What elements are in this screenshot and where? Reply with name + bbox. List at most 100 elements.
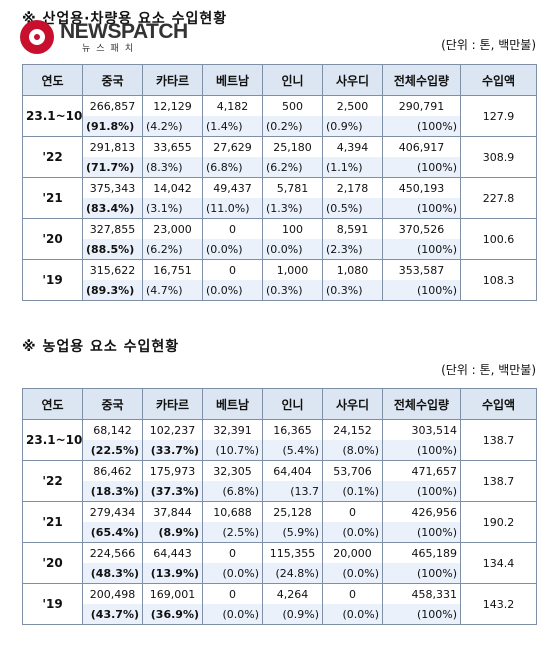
share-cell: (6.8%)	[202, 157, 263, 178]
column-header: 전체수입량	[382, 64, 461, 96]
share-cell: (24.8%)	[262, 563, 323, 584]
agricultural-import-table: 연도 중국 카타르 베트남 인니 사우디 전체수입량 수입액 23.1~10 68,142 102…	[22, 388, 537, 625]
section2-title: ※ 농업용 요소 수입현황	[22, 339, 180, 355]
share-cell: (88.5%)	[82, 239, 143, 260]
volume-cell: 327,855	[82, 218, 143, 239]
share-cell: (33.7%)	[142, 440, 203, 461]
year-cell: '20	[22, 542, 83, 584]
share-cell: (36.9%)	[142, 604, 203, 625]
share-cell: (1.4%)	[202, 116, 263, 137]
volume-cell: 279,434	[82, 501, 143, 522]
share-cell: (11.0%)	[202, 198, 263, 219]
volume-cell: 175,973	[142, 460, 203, 481]
share-cell: (100%)	[382, 522, 461, 543]
section1-title: ※ 산업용·차량용 요소 수입현황	[22, 11, 228, 27]
volume-cell: 23,000	[142, 218, 203, 239]
table-row: '20 327,855 23,000 0 100 8,591 370,526 100.6	[22, 218, 537, 260]
share-cell: (100%)	[382, 440, 461, 461]
share-cell: (0.0%)	[322, 563, 383, 584]
volume-cell: 16,751	[142, 259, 203, 280]
volume-cell: 1,080	[322, 259, 383, 280]
logo-sub-text: 뉴스패치	[82, 43, 140, 54]
volume-cell: 20,000	[322, 542, 383, 563]
volume-cell: 303,514	[382, 419, 461, 440]
amount-cell: 108.3	[460, 259, 537, 301]
section1-unit: (단위 : 톤, 백만불)	[441, 38, 536, 52]
table-row: 23.1~10 68,142 102,237 32,391 16,365 24,152 30…	[22, 419, 537, 461]
volume-cell: 471,657	[382, 460, 461, 481]
volume-cell: 4,182	[202, 95, 263, 116]
amount-cell: 138.7	[460, 419, 537, 461]
industrial-import-table: 연도 중국 카타르 베트남 인니 사우디 전체수입량 수입액 23.1~10 266,857 12…	[22, 64, 537, 301]
amount-cell: 134.4	[460, 542, 537, 584]
volume-cell: 12,129	[142, 95, 203, 116]
column-header: 사우디	[322, 388, 383, 420]
share-cell: (100%)	[382, 198, 461, 219]
volume-cell: 4,394	[322, 136, 383, 157]
volume-cell: 465,189	[382, 542, 461, 563]
share-row: (43.7%) (36.9%) (0.0%) (0.9%) (0.0%) (100%)	[23, 604, 537, 625]
column-header: 연도	[22, 64, 83, 96]
volume-cell: 53,706	[322, 460, 383, 481]
amount-cell: 308.9	[460, 136, 537, 178]
share-cell: (0.0%)	[322, 522, 383, 543]
volume-cell: 450,193	[382, 177, 461, 198]
share-row: (65.4%) (8.9%) (2.5%) (5.9%) (0.0%) (100%)	[23, 522, 537, 543]
share-cell: (10.7%)	[202, 440, 263, 461]
column-header: 베트남	[202, 64, 263, 96]
share-cell: (100%)	[382, 604, 461, 625]
volume-cell: 4,264	[262, 583, 323, 604]
newspatch-logo: NEWSPATCH 뉴스패치	[20, 15, 188, 59]
volume-cell: 0	[202, 542, 263, 563]
table-row: '21 279,434 37,844 10,688 25,128 0 426,956 190.…	[22, 501, 537, 543]
share-cell: (8.9%)	[142, 522, 203, 543]
share-cell: (8.0%)	[322, 440, 383, 461]
volume-cell: 0	[322, 501, 383, 522]
share-cell: (100%)	[382, 563, 461, 584]
logo-main-text: NEWSPATCH	[60, 19, 188, 43]
year-cell: 23.1~10	[22, 95, 83, 137]
volume-cell: 86,462	[82, 460, 143, 481]
volume-cell: 2,500	[322, 95, 383, 116]
share-row: (91.8%) (4.2%) (1.4%) (0.2%) (0.9%) (100%)	[23, 116, 537, 137]
year-cell: '20	[22, 218, 83, 260]
share-cell: (0.0%)	[202, 604, 263, 625]
volume-cell: 24,152	[322, 419, 383, 440]
volume-cell: 1,000	[262, 259, 323, 280]
share-cell: (18.3%)	[82, 481, 143, 502]
column-header: 중국	[82, 64, 143, 96]
share-row: (88.5%) (6.2%) (0.0%) (0.0%) (2.3%) (100%)	[23, 239, 537, 260]
volume-cell: 27,629	[202, 136, 263, 157]
volume-cell: 406,917	[382, 136, 461, 157]
share-cell: (100%)	[382, 239, 461, 260]
year-cell: '19	[22, 583, 83, 625]
volume-cell: 8,591	[322, 218, 383, 239]
share-cell: (0.0%)	[202, 563, 263, 584]
volume-cell: 33,655	[142, 136, 203, 157]
share-cell: (65.4%)	[82, 522, 143, 543]
column-header: 연도	[22, 388, 83, 420]
volume-cell: 0	[322, 583, 383, 604]
amount-cell: 227.8	[460, 177, 537, 219]
share-cell: (0.1%)	[322, 481, 383, 502]
share-cell: (0.0%)	[322, 604, 383, 625]
share-cell: (6.2%)	[142, 239, 203, 260]
year-cell: '21	[22, 501, 83, 543]
share-cell: (13.9%)	[142, 563, 203, 584]
volume-cell: 266,857	[82, 95, 143, 116]
share-cell: (71.7%)	[82, 157, 143, 178]
share-cell: (0.9%)	[322, 116, 383, 137]
volume-cell: 16,365	[262, 419, 323, 440]
volume-cell: 0	[202, 259, 263, 280]
share-row: (83.4%) (3.1%) (11.0%) (1.3%) (0.5%) (100%)	[23, 198, 537, 219]
share-cell: (100%)	[382, 157, 461, 178]
column-header: 카타르	[142, 64, 203, 96]
volume-cell: 315,622	[82, 259, 143, 280]
share-cell: (0.2%)	[262, 116, 323, 137]
share-cell: (0.0%)	[202, 280, 263, 301]
share-cell: (2.3%)	[322, 239, 383, 260]
share-cell: (4.7%)	[142, 280, 203, 301]
share-cell: (0.3%)	[262, 280, 323, 301]
table-row: '22 291,813 33,655 27,629 25,180 4,394 406,917…	[22, 136, 537, 178]
column-header: 수입액	[460, 388, 537, 420]
